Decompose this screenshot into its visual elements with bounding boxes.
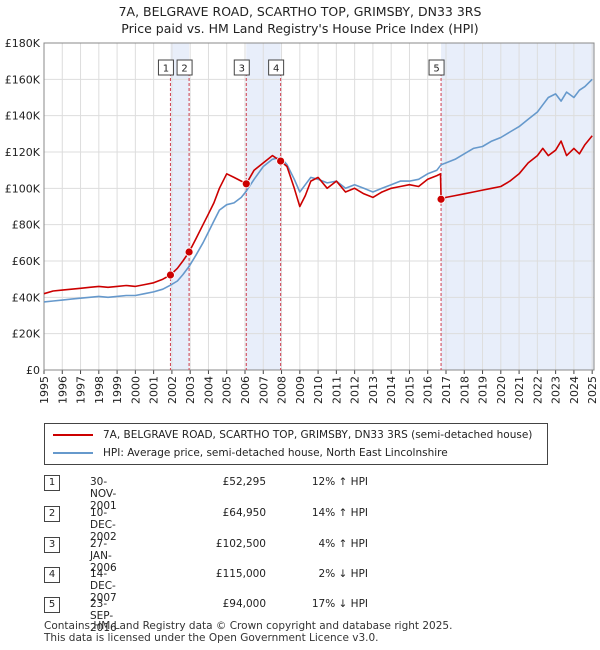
sale-label: 2 <box>181 64 187 75</box>
x-tick-label: 2020 <box>495 376 508 404</box>
x-tick-label: 2019 <box>477 376 490 404</box>
x-tick-label: 2007 <box>257 376 270 404</box>
x-tick-label: 2023 <box>550 376 563 404</box>
legend-swatch-hpi <box>53 452 93 454</box>
x-tick-label: 1995 <box>38 376 51 404</box>
transaction-number: 5 <box>44 597 60 613</box>
transaction-date: 30-NOV-2001 <box>90 476 117 512</box>
chart-legend: 7A, BELGRAVE ROAD, SCARTHO TOP, GRIMSBY,… <box>44 423 548 465</box>
transaction-date: 23-SEP-2016 <box>90 598 117 634</box>
y-tick-label: £140K <box>5 110 41 123</box>
x-tick-label: 1997 <box>75 376 88 404</box>
x-tick-label: 1998 <box>93 376 106 404</box>
sale-point <box>184 247 194 257</box>
sale-label-box <box>233 59 250 76</box>
x-tick-label: 2016 <box>422 376 435 404</box>
sale-label-box <box>268 59 285 76</box>
transaction-price: £52,295 <box>222 476 266 488</box>
transaction-price: £94,000 <box>222 598 266 610</box>
y-tick-label: £60K <box>12 255 41 268</box>
sale-label-box <box>176 59 193 76</box>
transaction-hpi: 14% ↑ HPI <box>311 507 368 519</box>
transaction-price: £102,500 <box>215 538 266 550</box>
shaded-period <box>441 43 594 370</box>
y-tick-label: £40K <box>12 291 41 304</box>
x-tick-label: 2003 <box>184 376 197 404</box>
transaction-number: 2 <box>44 506 60 522</box>
sale-label: 5 <box>433 64 439 75</box>
x-tick-label: 2006 <box>239 376 252 404</box>
plot-border <box>43 42 595 371</box>
transaction-number: 3 <box>44 537 60 553</box>
sale-label: 4 <box>273 64 279 75</box>
x-tick-label: 2004 <box>202 376 215 404</box>
series-line-property <box>43 135 593 295</box>
x-tick-label: 2014 <box>385 376 398 404</box>
y-tick-label: £0 <box>26 364 40 377</box>
x-tick-label: 2012 <box>349 376 362 404</box>
sale-label: 3 <box>239 64 245 75</box>
y-tick-label: £160K <box>5 73 41 86</box>
y-tick-label: £100K <box>5 182 41 195</box>
x-tick-label: 2013 <box>367 376 380 404</box>
x-tick-label: 2024 <box>568 376 581 404</box>
y-tick-label: £80K <box>12 219 41 232</box>
y-tick-label: £120K <box>5 146 41 159</box>
transaction-hpi: 4% ↑ HPI <box>318 538 368 550</box>
x-tick-label: 2009 <box>294 376 307 404</box>
x-tick-label: 2005 <box>221 376 234 404</box>
y-tick-label: £180K <box>5 37 41 50</box>
x-tick-label: 2017 <box>440 376 453 404</box>
legend-item-property: 7A, BELGRAVE ROAD, SCARTHO TOP, GRIMSBY,… <box>53 427 532 443</box>
x-tick-label: 2001 <box>148 376 161 404</box>
legend-label-hpi: HPI: Average price, semi-detached house,… <box>103 447 448 459</box>
transaction-number: 1 <box>44 475 60 491</box>
transaction-price: £64,950 <box>222 507 266 519</box>
x-tick-label: 2021 <box>513 376 526 404</box>
x-tick-label: 2022 <box>531 376 544 404</box>
transaction-hpi: 12% ↑ HPI <box>311 476 368 488</box>
legend-label-property: 7A, BELGRAVE ROAD, SCARTHO TOP, GRIMSBY,… <box>103 429 533 441</box>
x-tick-label: 2010 <box>312 376 325 404</box>
sale-point <box>276 156 286 166</box>
transaction-hpi: 2% ↓ HPI <box>318 568 368 580</box>
transaction-date: 14-DEC-2007 <box>90 568 117 604</box>
y-tick-label: £20K <box>12 328 41 341</box>
transaction-date: 10-DEC-2002 <box>90 507 117 543</box>
chart-subtitle: Price paid vs. HM Land Registry's House … <box>121 21 479 36</box>
legend-item-hpi: HPI: Average price, semi-detached house,… <box>53 445 448 461</box>
x-tick-label: 2011 <box>330 376 343 404</box>
price-chart: £0 £20K £40K £60K £80K £100K £120K £140K £160K £1… <box>5 37 599 404</box>
sale-point <box>241 179 251 189</box>
sale-label: 1 <box>163 64 169 75</box>
legend-swatch-property <box>53 434 93 436</box>
x-tick-label: 2002 <box>166 376 179 404</box>
footer-copyright: Contains HM Land Registry data © Crown c… <box>44 620 453 632</box>
transaction-date: 27-JAN-2006 <box>90 538 117 574</box>
x-tick-label: 1999 <box>111 376 124 404</box>
sale-label-box <box>157 59 174 76</box>
transaction-price: £115,000 <box>215 568 266 580</box>
chart-title: 7A, BELGRAVE ROAD, SCARTHO TOP, GRIMSBY,… <box>118 4 482 19</box>
x-tick-label: 2025 <box>586 376 599 404</box>
transaction-hpi: 17% ↓ HPI <box>311 598 368 610</box>
sale-label-box <box>428 59 445 76</box>
x-tick-label: 2015 <box>403 376 416 404</box>
x-tick-label: 2000 <box>129 376 142 404</box>
footer-licence: This data is licensed under the Open Gov… <box>44 632 379 644</box>
sale-point <box>436 194 446 204</box>
x-tick-label: 1996 <box>56 376 69 404</box>
x-tick-label: 2008 <box>276 376 289 404</box>
series-line-hpi <box>43 78 593 303</box>
transaction-number: 4 <box>44 567 60 583</box>
sale-point <box>166 270 175 280</box>
shaded-period <box>170 43 190 370</box>
x-tick-label: 2018 <box>458 376 471 404</box>
